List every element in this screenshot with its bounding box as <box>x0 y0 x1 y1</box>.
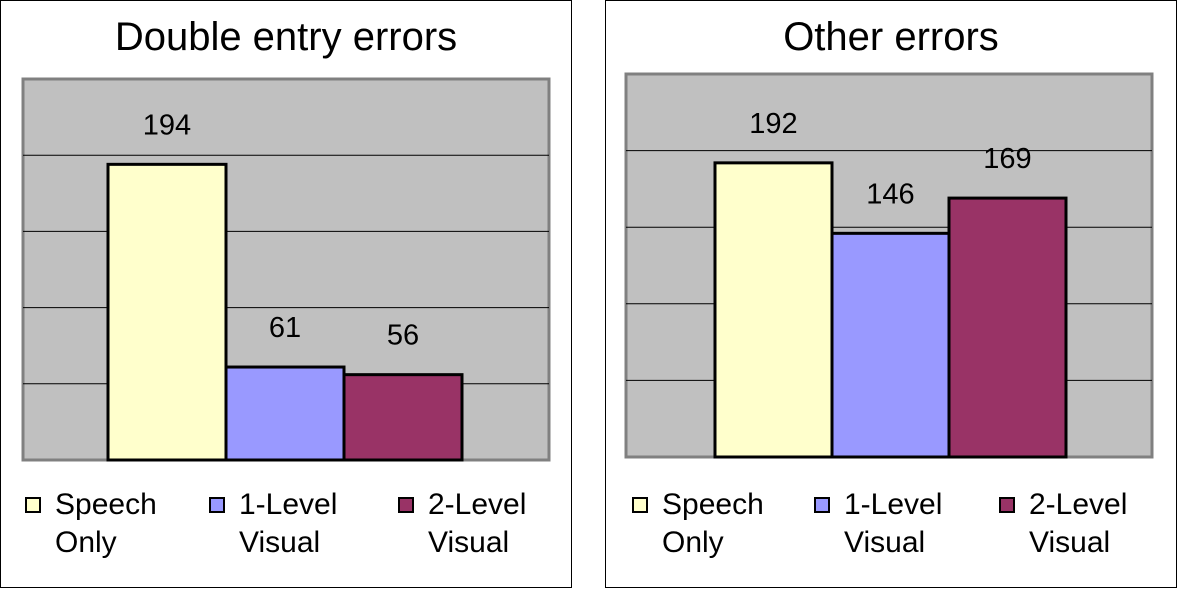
legend-label-line1: 2-Level <box>1029 488 1128 521</box>
data-label-1-level-visual: 61 <box>269 312 301 344</box>
legend-label-line2: Visual <box>428 526 510 559</box>
data-label-2-level-visual: 169 <box>983 143 1031 175</box>
bar-chart-other: 192 146 169 <box>624 72 1154 459</box>
bar-1-level-visual <box>830 231 951 459</box>
legend-label-line2: Visual <box>844 526 926 559</box>
bar-speech-only <box>106 162 228 462</box>
chart-panel-double-entry: Double entry errors 194 61 56 Speech Only … <box>0 0 572 588</box>
bar-chart-double-entry: 194 61 56 <box>21 77 551 462</box>
legend-label-line2: Visual <box>1029 526 1111 559</box>
bar-speech-only <box>713 161 834 459</box>
data-label-speech-only: 192 <box>749 108 797 140</box>
legend-label-line2: Only <box>662 526 724 559</box>
data-label-1-level-visual: 146 <box>866 178 914 210</box>
legend-label-line1: Speech <box>55 488 157 521</box>
legend-label-line1: 2-Level <box>428 488 527 521</box>
chart-panel-other: Other errors 192 146 169 Speech Only 1-Lev… <box>605 0 1177 588</box>
bar-1-level-visual <box>224 365 346 462</box>
legend-label-line1: 1-Level <box>844 488 943 521</box>
legend-swatch <box>814 497 830 513</box>
legend-label-line2: Visual <box>239 526 321 559</box>
legend-swatch <box>999 497 1015 513</box>
chart-title: Double entry errors <box>114 15 458 59</box>
legend-label-line1: 1-Level <box>239 488 338 521</box>
legend-swatch <box>398 497 414 513</box>
legend-swatch <box>209 497 225 513</box>
data-label-2-level-visual: 56 <box>387 320 419 352</box>
data-label-speech-only: 194 <box>143 109 191 141</box>
legend-swatch <box>632 497 648 513</box>
bar-2-level-visual <box>947 196 1068 459</box>
chart-title: Other errors <box>783 15 999 59</box>
legend-label-line2: Only <box>55 526 117 559</box>
legend-swatch <box>25 497 41 513</box>
legend-label-line1: Speech <box>662 488 764 521</box>
bar-2-level-visual <box>342 373 464 462</box>
